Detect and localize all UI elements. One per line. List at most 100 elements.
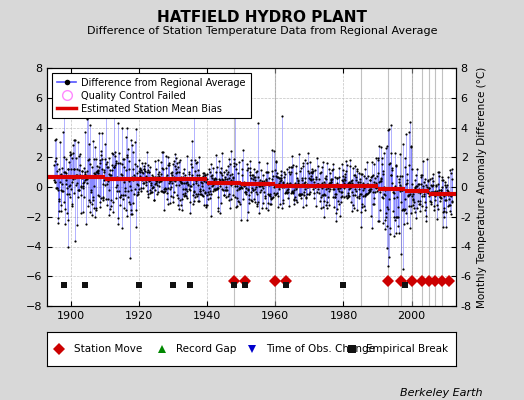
Point — [194, 191, 202, 198]
Point — [285, 169, 293, 176]
Point — [358, 203, 366, 210]
Point — [427, 182, 435, 188]
Point — [396, 182, 405, 188]
Point — [111, 148, 119, 155]
Point — [110, 164, 118, 170]
Point — [245, 200, 253, 207]
Point — [217, 200, 225, 206]
Point — [257, 180, 265, 187]
Point — [282, 187, 291, 194]
Point — [419, 186, 428, 192]
Point — [263, 179, 271, 185]
Point — [183, 176, 192, 182]
Point — [82, 221, 90, 227]
Point — [344, 190, 352, 196]
Point — [308, 168, 316, 175]
Point — [101, 156, 109, 162]
Point — [290, 196, 298, 202]
Point — [234, 170, 242, 176]
Point — [91, 214, 99, 220]
Point — [350, 172, 358, 178]
Point — [448, 198, 456, 204]
Point — [51, 136, 60, 142]
Point — [375, 179, 384, 185]
Point — [283, 189, 291, 196]
Point — [428, 189, 436, 196]
Point — [269, 173, 278, 180]
Point — [325, 165, 334, 172]
Point — [206, 160, 215, 167]
Point — [326, 179, 335, 185]
Point — [312, 176, 321, 182]
Point — [209, 188, 217, 194]
Point — [276, 175, 285, 182]
Point — [87, 187, 95, 194]
Point — [247, 198, 256, 204]
Point — [439, 224, 447, 230]
Point — [429, 182, 438, 188]
Point — [160, 189, 168, 196]
Point — [222, 194, 231, 200]
Point — [152, 178, 160, 184]
Point — [439, 177, 447, 183]
Point — [77, 182, 85, 189]
Point — [177, 201, 185, 208]
Point — [363, 190, 371, 197]
Point — [429, 178, 437, 184]
Point — [374, 157, 382, 164]
Point — [155, 172, 163, 179]
Point — [259, 184, 268, 191]
Point — [159, 176, 167, 182]
Point — [267, 195, 276, 202]
Point — [190, 189, 198, 196]
Point — [295, 190, 303, 197]
Point — [228, 178, 237, 184]
Text: Difference of Station Temperature Data from Regional Average: Difference of Station Temperature Data f… — [87, 26, 437, 36]
Point — [80, 129, 89, 136]
Point — [351, 192, 359, 198]
Point — [413, 198, 422, 204]
Point — [419, 193, 428, 199]
Point — [254, 199, 262, 205]
Point — [163, 172, 171, 178]
Point — [178, 170, 187, 176]
Point — [139, 180, 148, 186]
Point — [243, 165, 252, 171]
Point — [411, 209, 419, 216]
Point — [246, 169, 254, 175]
Point — [290, 194, 299, 200]
Point — [183, 152, 191, 159]
Point — [161, 188, 169, 194]
Point — [269, 190, 278, 196]
Point — [54, 198, 63, 204]
Point — [401, 180, 410, 187]
Point — [371, 184, 379, 190]
Point — [221, 187, 229, 193]
Point — [401, 196, 409, 202]
Point — [303, 160, 311, 166]
Point — [390, 190, 398, 196]
Point — [321, 192, 330, 198]
Point — [219, 150, 227, 156]
Point — [368, 225, 376, 232]
Point — [441, 197, 450, 204]
Point — [59, 199, 68, 206]
Point — [354, 180, 362, 187]
Point — [272, 173, 281, 180]
Point — [86, 122, 94, 128]
Point — [307, 173, 315, 179]
Point — [111, 153, 119, 159]
Point — [301, 157, 309, 163]
Point — [309, 186, 317, 193]
Point — [216, 210, 224, 216]
Point — [83, 168, 91, 174]
Point — [225, 204, 234, 211]
Text: Berkeley Earth: Berkeley Earth — [400, 388, 482, 398]
Point — [75, 187, 84, 194]
Point — [302, 194, 310, 200]
Point — [244, 209, 252, 216]
Point — [149, 174, 157, 180]
Point — [147, 182, 156, 188]
Point — [121, 205, 129, 212]
Point — [61, 169, 70, 176]
